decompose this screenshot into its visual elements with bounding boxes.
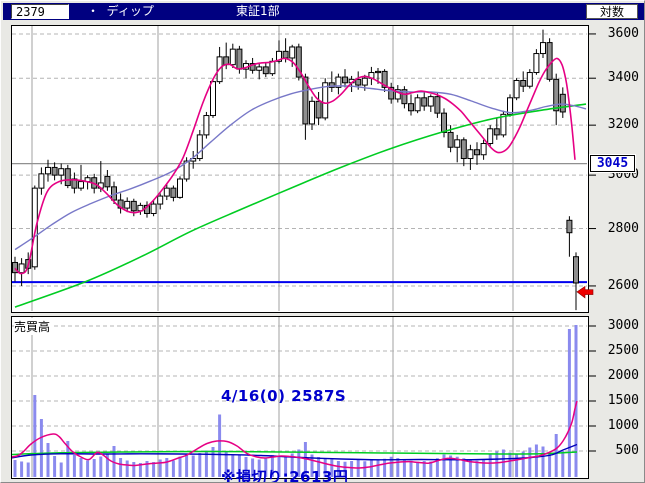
axis-tick-label: 3200 <box>607 117 639 133</box>
axis-tick-label: 2500 <box>607 343 639 358</box>
market-section-label: 東証1部 <box>236 4 280 18</box>
axis-tick-label: 2000 <box>607 368 639 383</box>
stock-name-label: ・ ディップ <box>87 4 154 19</box>
bullet-icon: ・ <box>87 4 100 18</box>
axis-tick-label: 1000 <box>607 418 639 433</box>
axis-tick-label: 3000 <box>607 318 639 333</box>
axis-tick-label: 3400 <box>607 70 639 86</box>
stock-name-text: ディップ <box>106 4 154 18</box>
axis-tick-label: 2600 <box>607 277 639 293</box>
current-price-badge: 3045 <box>590 155 635 172</box>
log-scale-toggle[interactable]: 対数 <box>586 4 638 19</box>
annotation-date-line: 4/16(0) 2587S <box>221 387 347 405</box>
axis-tick-label: 2800 <box>607 220 639 236</box>
trade-annotation: 4/16(0) 2587S ※損切り:2613円 ※利食い:2509円 <box>221 329 349 483</box>
header-bar: 2379 ・ ディップ 東証1部 対数 <box>3 3 644 20</box>
annotation-stoploss-line: ※損切り:2613円 <box>221 468 349 483</box>
axis-tick-label: 3600 <box>607 25 639 41</box>
volume-pane-label: 売買高 <box>14 318 53 335</box>
axis-tick-label: 1500 <box>607 393 639 408</box>
stock-code-input[interactable]: 2379 <box>11 4 69 19</box>
axis-tick-label: 500 <box>615 443 639 458</box>
price-chart-pane[interactable] <box>11 25 589 313</box>
